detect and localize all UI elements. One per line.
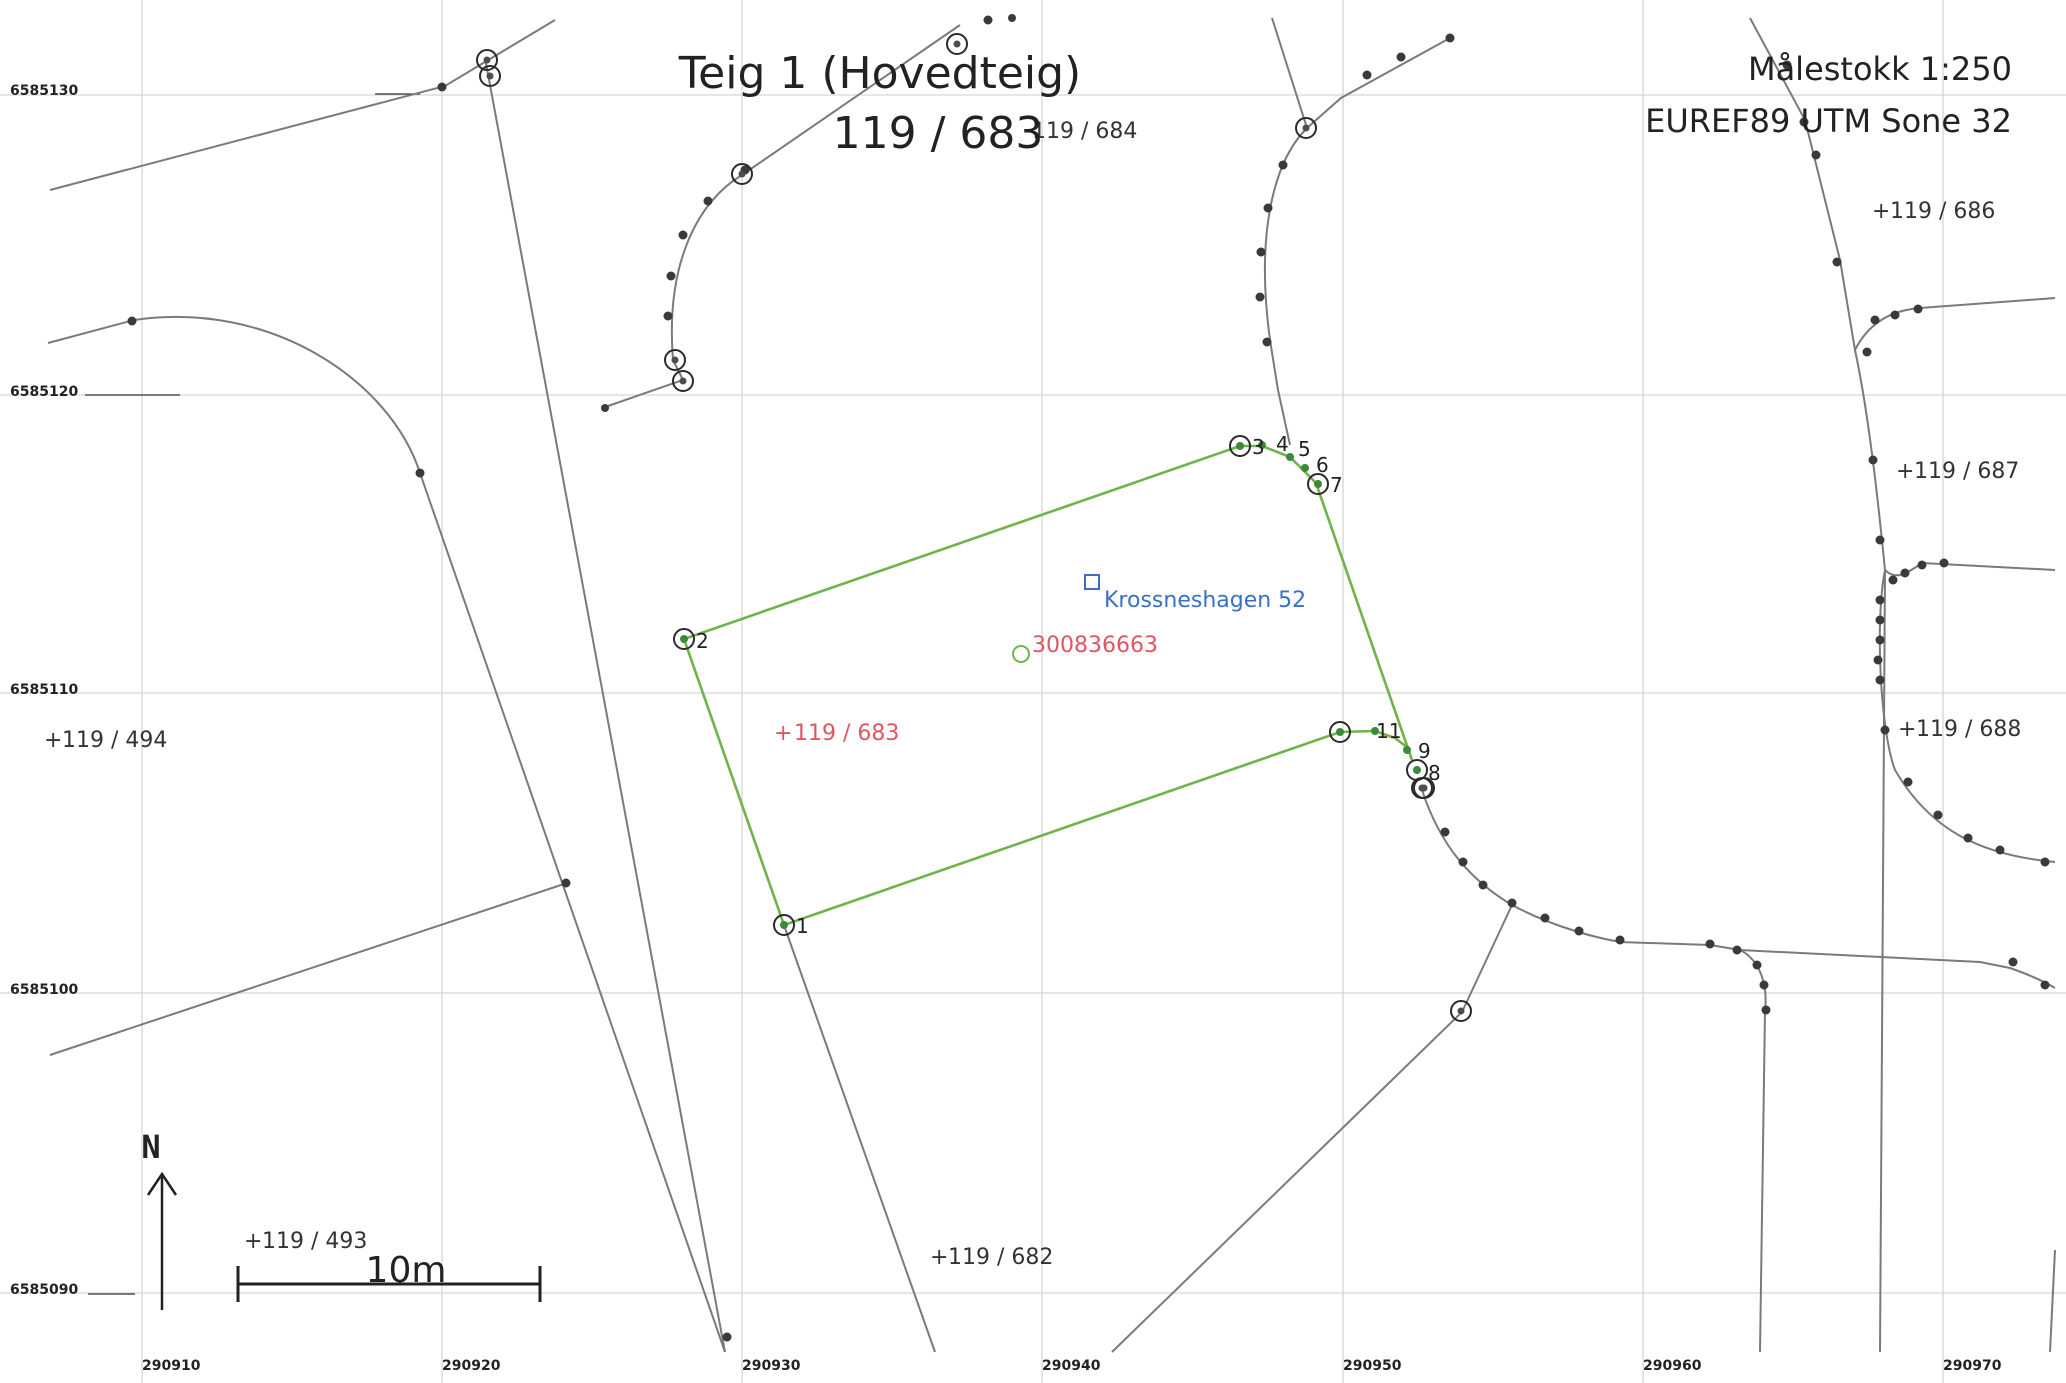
svg-text:6585120: 6585120 (10, 384, 78, 400)
svg-text:6585130: 6585130 (10, 83, 78, 99)
svg-text:+: + (774, 721, 792, 746)
parcel-label-686: +119 / 686 (1872, 199, 1995, 224)
svg-text:119 / 493: 119 / 493 (262, 1229, 367, 1254)
north-arrow-icon: N (141, 1128, 178, 1310)
main-parcel-boundary[interactable] (682, 444, 1414, 927)
point-number: 5 (1298, 437, 1311, 461)
northing-labels: 6585130 6585120 6585110 6585100 6585090 (10, 83, 78, 1298)
map-title: Teig 1 (Hovedteig) (678, 48, 1081, 99)
grid-label-ticks (85, 93, 420, 1295)
point-number: 3 (1252, 435, 1265, 459)
svg-text:+: + (1898, 717, 1916, 742)
map-scale-text: Målestokk 1:250 (1748, 50, 2012, 88)
property-lines (47, 17, 2056, 1353)
point-number: 8 (1428, 761, 1441, 785)
parcel-label-687: +119 / 687 (1896, 459, 2019, 484)
parcel-label-494: +119 / 494 (44, 728, 167, 753)
parcel-label-493: +119 / 493 (244, 1229, 367, 1254)
point-number: 2 (696, 629, 709, 653)
address-square-icon (1084, 574, 1100, 590)
parcel-corner-markers (673, 435, 1435, 936)
point-number: 1 (796, 914, 809, 938)
svg-text:+: + (44, 728, 62, 753)
building-circle-icon (1012, 645, 1030, 663)
svg-text:119 / 686: 119 / 686 (1890, 199, 1995, 224)
svg-text:119 / 683: 119 / 683 (794, 721, 899, 746)
address-label: Krossneshagen 52 (1104, 588, 1306, 613)
parcel-label-684: 119 / 684 (1032, 119, 1137, 144)
point-number: 9 (1418, 739, 1431, 763)
svg-text:6585110: 6585110 (10, 682, 78, 698)
svg-text:+: + (244, 1229, 262, 1254)
parcel-label-688: +119 / 688 (1898, 717, 2021, 742)
point-number: 4 (1276, 432, 1289, 456)
svg-text:119 / 682: 119 / 682 (948, 1245, 1053, 1270)
svg-text:290940: 290940 (1042, 1358, 1101, 1374)
svg-text:+: + (1872, 199, 1890, 224)
easting-labels: 290910 290920 290930 290940 290950 29096… (142, 1358, 2002, 1374)
parcel-label-682: +119 / 682 (930, 1245, 1053, 1270)
scale-bar-label: 10m (366, 1250, 447, 1291)
svg-text:290930: 290930 (742, 1358, 801, 1374)
svg-text:290970: 290970 (1943, 1358, 2002, 1374)
point-number: 7 (1330, 473, 1343, 497)
parcel-labels: 119 / 684 +119 / 686 +119 / 687 +119 / 6… (44, 119, 2021, 1270)
boundary-markers (476, 33, 1472, 1022)
svg-text:119 / 494: 119 / 494 (62, 728, 167, 753)
svg-text:290960: 290960 (1643, 1358, 1702, 1374)
svg-text:119 / 687: 119 / 687 (1914, 459, 2019, 484)
address-marker[interactable]: Krossneshagen 52 (1084, 574, 1306, 613)
map-crs-text: EUREF89 UTM Sone 32 (1645, 102, 2012, 140)
svg-text:6585090: 6585090 (10, 1282, 78, 1298)
building-marker[interactable]: 300836663 (1012, 633, 1158, 663)
scale-bar: 10m (236, 1250, 542, 1302)
svg-text:290910: 290910 (142, 1358, 201, 1374)
north-label: N (141, 1128, 160, 1166)
svg-text:290950: 290950 (1343, 1358, 1402, 1374)
svg-text:+: + (930, 1245, 948, 1270)
map-subtitle: 119 / 683 (833, 108, 1044, 159)
svg-text:290920: 290920 (442, 1358, 501, 1374)
parcel-label-683: +119 / 683 (774, 721, 899, 746)
line-vertices (127, 14, 2050, 1342)
point-numbers: 1 2 3 4 5 6 7 8 9 11 (696, 432, 1441, 938)
point-number: 11 (1376, 719, 1401, 743)
svg-text:6585100: 6585100 (10, 982, 78, 998)
building-id-label: 300836663 (1032, 633, 1158, 658)
svg-text:+: + (1896, 459, 1914, 484)
point-number: 6 (1316, 453, 1329, 477)
svg-text:119 / 688: 119 / 688 (1916, 717, 2021, 742)
